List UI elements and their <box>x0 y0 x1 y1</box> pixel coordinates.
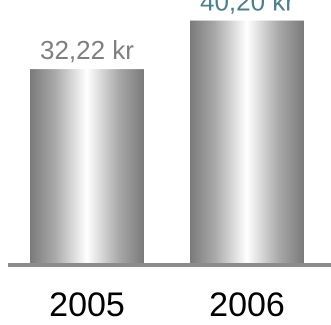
x-tick-label-2005: 2005 <box>49 286 125 324</box>
bar-2005 <box>30 69 144 265</box>
bars-group <box>30 20 304 265</box>
data-label-2006: 40,20 kr <box>200 0 294 17</box>
bar-2006 <box>190 20 304 265</box>
labels-group: 32,22 kr 2005 40,20 kr 2006 <box>40 0 294 324</box>
x-tick-label-2006: 2006 <box>209 286 285 324</box>
data-label-2005: 32,22 kr <box>40 35 134 65</box>
